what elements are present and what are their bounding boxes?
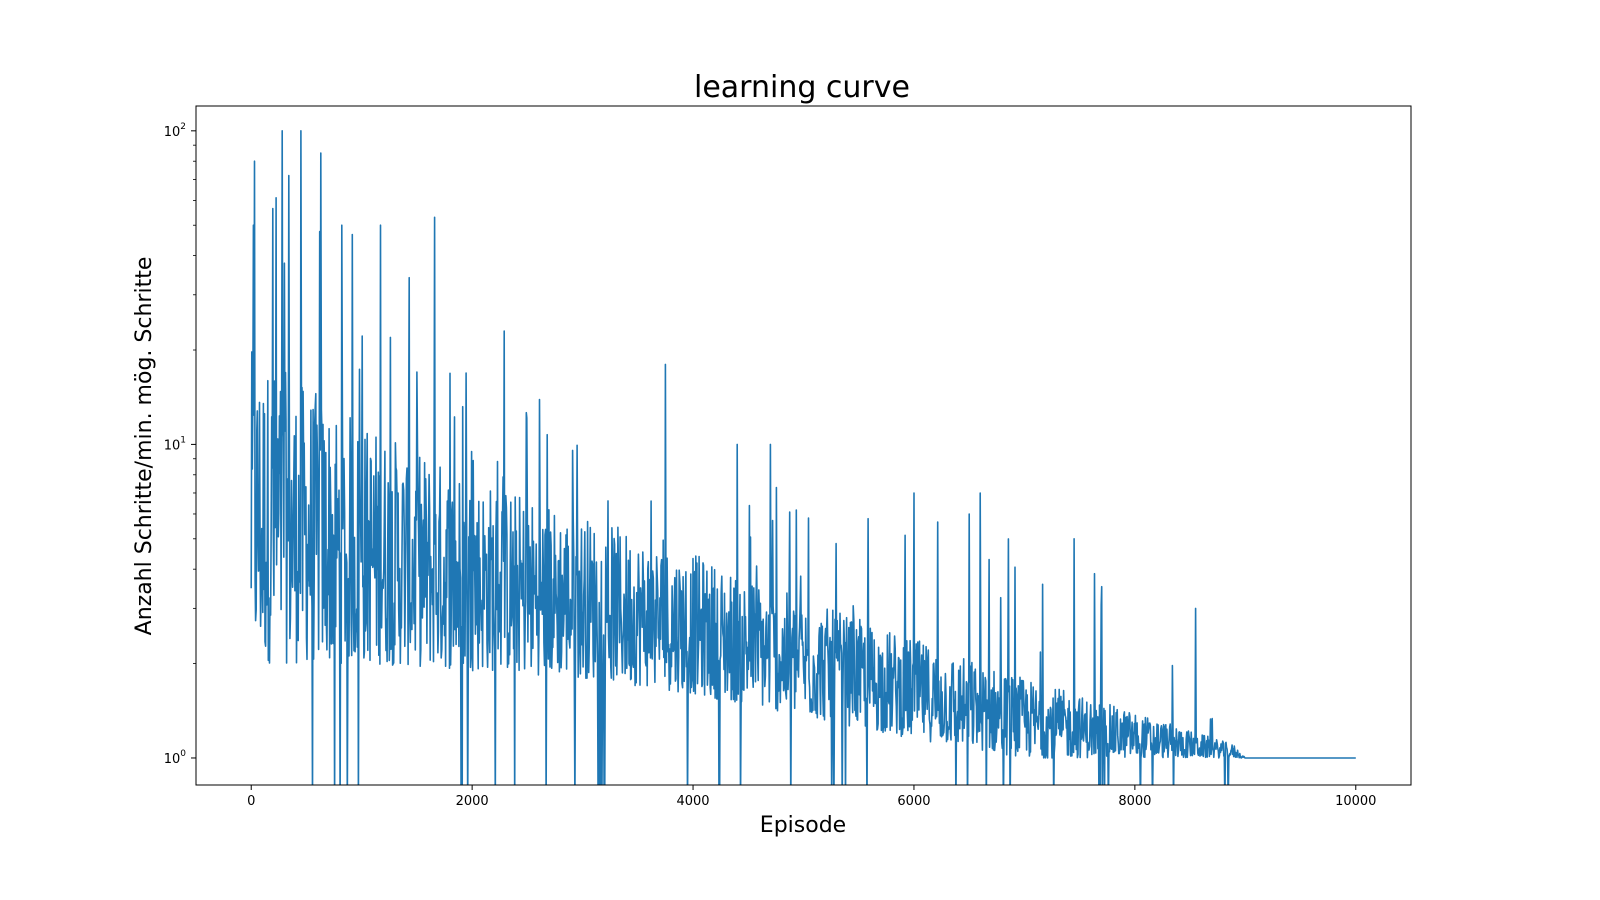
x-axis: 0 2000 4000 6000 8000 10000 [247,785,1376,809]
x-axis-title: Episode [760,813,846,838]
x-tick-label: 0 [247,794,255,809]
chart-title: learning curve [694,70,910,105]
x-tick-label: 6000 [897,794,930,809]
y-tick-label: 101 [164,435,186,453]
y-axis: 100 101 102 [164,122,196,767]
x-tick-label: 10000 [1335,794,1376,809]
x-tick-label: 2000 [456,794,489,809]
y-axis-title: Anzahl Schritte/min. mög. Schritte [132,257,157,636]
y-tick-label: 100 [164,749,187,767]
x-tick-label: 4000 [676,794,709,809]
plot-frame [195,105,1412,786]
learning-curve-series-line [250,130,1356,785]
x-tick-label: 8000 [1118,794,1151,809]
y-tick-label: 102 [164,122,186,140]
series-layer [250,130,1356,785]
